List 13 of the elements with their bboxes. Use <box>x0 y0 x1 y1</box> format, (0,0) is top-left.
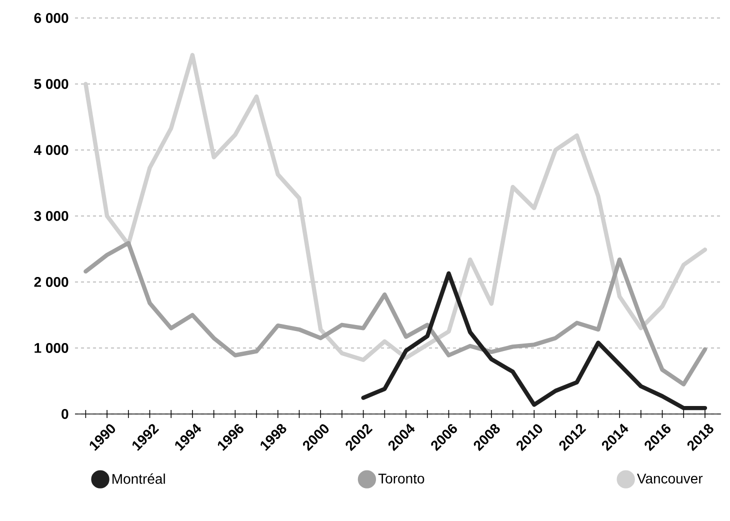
y-tick-label: 0 <box>62 409 68 419</box>
legend-label: Vancouver <box>636 474 703 484</box>
line-series <box>84 240 708 386</box>
y-tick-label: 4 000 <box>34 145 68 155</box>
line-series <box>361 271 708 410</box>
legend-label: Montréal <box>112 473 165 484</box>
legend-label: Toronto <box>378 474 424 484</box>
y-tick-label: 2 000 <box>34 277 68 287</box>
y-tick-label: 1 000 <box>34 343 68 353</box>
y-tick-label: 5 000 <box>34 79 68 89</box>
line-series <box>84 52 708 362</box>
y-tick-label: 6 000 <box>34 13 68 23</box>
y-tick-label: 3 000 <box>34 211 68 221</box>
